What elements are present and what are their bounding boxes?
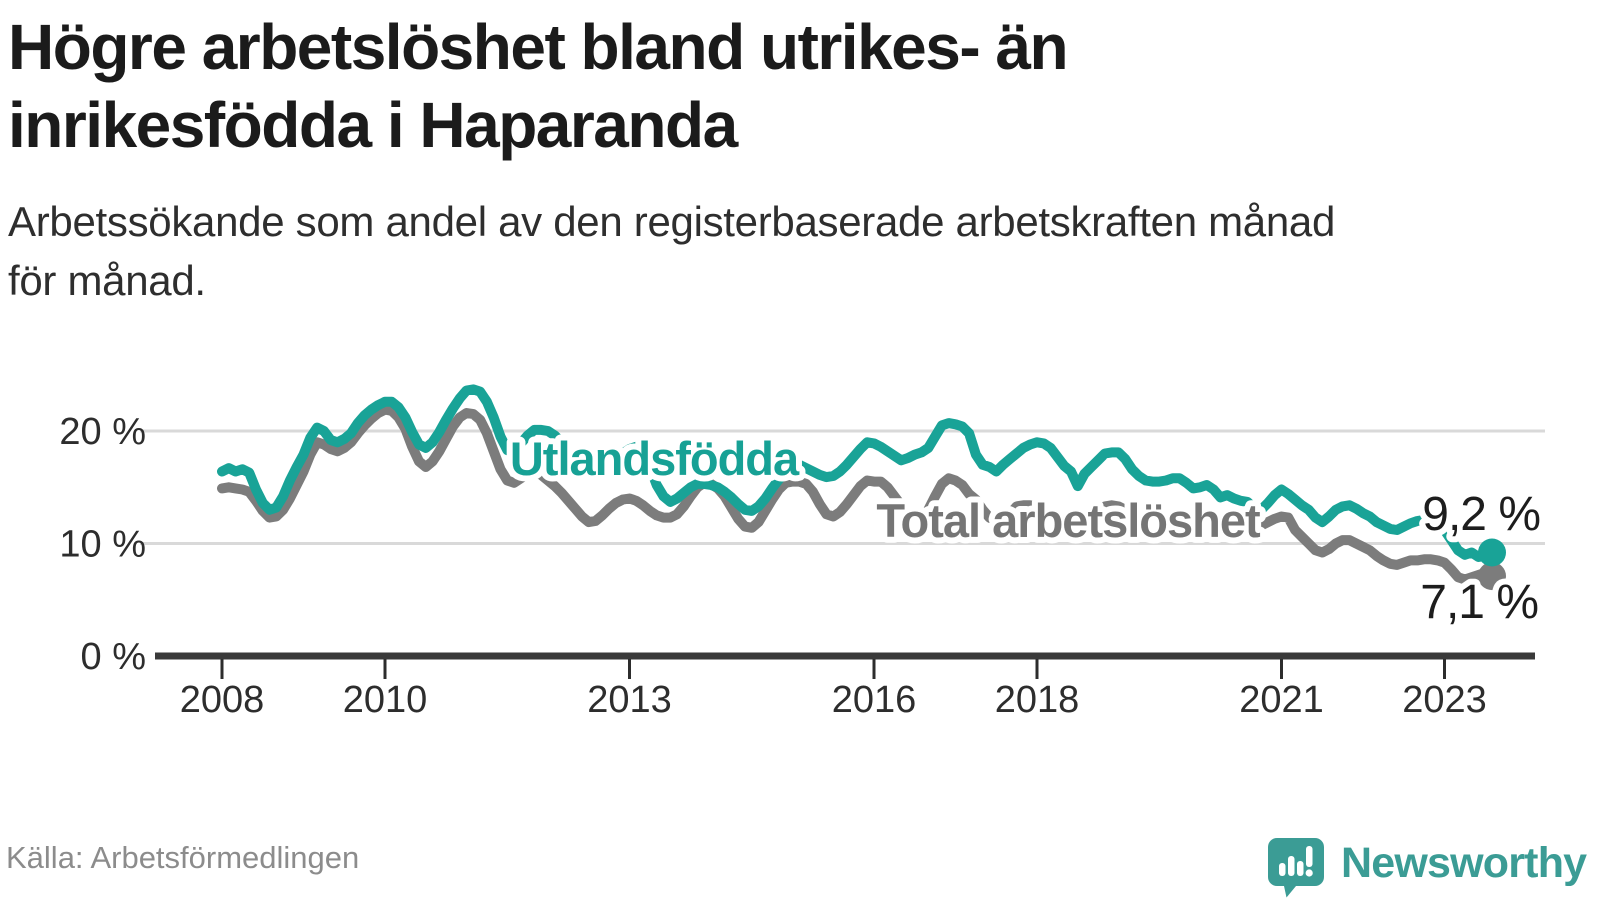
- x-axis-group: [155, 652, 1535, 679]
- x-axis-label-2023: 2023: [1402, 679, 1487, 721]
- series-end-dot-foreign: [1478, 538, 1506, 567]
- y-axis-label-10: 10 %: [59, 524, 146, 566]
- newsworthy-logo-text: Newsworthy: [1341, 839, 1587, 887]
- series-lines-group: [217, 384, 1506, 591]
- series-line-total: [217, 404, 1497, 585]
- speech-bubble-shape: [1268, 838, 1324, 898]
- newsworthy-logo-icon: [1268, 838, 1324, 898]
- end-value-label-foreign: 9,2 %: [1422, 488, 1540, 541]
- x-axis-label-2021: 2021: [1239, 679, 1324, 721]
- axis-labels-group: 0 % 10 % 20 % 2008 2010 2013 2016 2018 2021 2023: [59, 411, 1486, 721]
- logo-bar-chart-icon: [1279, 846, 1313, 877]
- x-axis-label-2018: 2018: [995, 679, 1080, 721]
- series-line-foreign: [217, 384, 1497, 562]
- y-axis-label-0: 0 %: [81, 636, 146, 678]
- x-axis-label-2013: 2013: [587, 679, 672, 721]
- end-value-label-foreign-halo: 9,2 %: [1422, 488, 1540, 541]
- end-value-label-total: 7,1 %: [1420, 576, 1538, 629]
- x-axis-label-2016: 2016: [832, 679, 917, 721]
- series-label-total: Total arbetslöshet: [876, 494, 1261, 547]
- series-label-total-halo: Total arbetslöshet: [876, 494, 1261, 547]
- chart-subtitle: Arbetssökande som andel av den registerb…: [8, 198, 1336, 304]
- series-label-foreign: Utlandsfödda: [510, 432, 800, 485]
- source-credit: Källa: Arbetsförmedlingen: [6, 840, 360, 875]
- chart-title: Högre arbetslöshet bland utrikes- än inri…: [8, 11, 1069, 161]
- x-axis-label-2010: 2010: [343, 679, 428, 721]
- end-value-label-total-halo: 7,1 %: [1420, 576, 1538, 629]
- series-end-dot-total: [1478, 562, 1506, 591]
- x-axis-label-2008: 2008: [180, 679, 265, 721]
- series-label-foreign-halo: Utlandsfödda: [510, 432, 800, 485]
- y-axis-label-20: 20 %: [59, 411, 146, 453]
